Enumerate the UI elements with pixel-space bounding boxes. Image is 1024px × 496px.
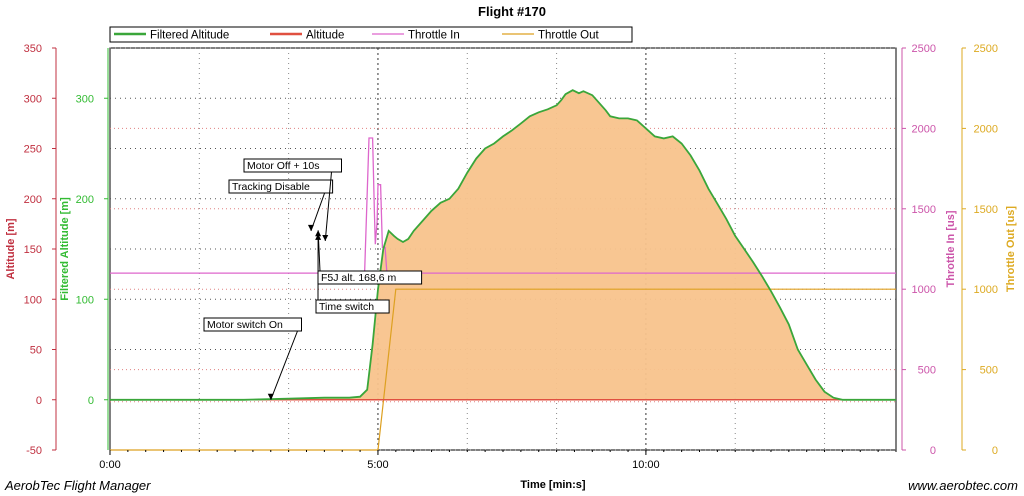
annotation-arrow bbox=[310, 192, 326, 232]
filtered-altitude-axis-title: Filtered Altitude [m] bbox=[59, 197, 71, 301]
x-tick-label: 10:00 bbox=[632, 459, 660, 471]
legend-entry: Filtered Altitude bbox=[150, 30, 229, 42]
throttle-in-tick-label: 2500 bbox=[912, 43, 936, 55]
annotation-box bbox=[203, 317, 302, 332]
annotation-arrowhead bbox=[315, 230, 322, 237]
annotation-arrowhead bbox=[267, 393, 274, 400]
filtered-altitude-tick-label: 200 bbox=[76, 194, 94, 206]
throttle-in-tick-label: 1500 bbox=[912, 204, 936, 216]
footer-app-name: AerobTec Flight Manager bbox=[5, 478, 151, 493]
altitude-tick-label: 200 bbox=[24, 194, 42, 206]
legend-entry: Altitude bbox=[306, 30, 344, 42]
annotation-box bbox=[243, 158, 342, 173]
throttle-in-tick-label: 0 bbox=[930, 445, 936, 457]
throttle-out-tick-label: 1500 bbox=[974, 204, 998, 216]
annotation-box bbox=[228, 179, 334, 194]
annotation-label: Time switch bbox=[319, 301, 374, 313]
annotation-label: Motor Off + 10s bbox=[247, 160, 319, 172]
throttle-in-tick-label: 2000 bbox=[912, 123, 936, 135]
annotation-arrowhead bbox=[322, 234, 329, 241]
altitude-tick-label: 100 bbox=[24, 294, 42, 306]
throttle-out-line bbox=[110, 288, 896, 451]
x-axis-title: Time [min:s] bbox=[520, 479, 586, 491]
altitude-tick-label: 150 bbox=[24, 244, 42, 256]
throttle-in-tick-label: 500 bbox=[918, 365, 936, 377]
altitude-tick-label: 50 bbox=[30, 345, 42, 357]
annotations: Motor switch On Time switch F5J alt. 168,6… bbox=[203, 158, 423, 400]
chart-title: Flight #170 bbox=[478, 4, 546, 19]
annotation-arrow bbox=[270, 330, 298, 400]
altitude-tick-label: 300 bbox=[24, 93, 42, 105]
annotation-label: Tracking Disable bbox=[232, 181, 310, 193]
annotation-box bbox=[315, 299, 390, 314]
annotation-arrow bbox=[324, 171, 332, 242]
filtered-altitude-fill bbox=[110, 90, 896, 400]
filtered-altitude-line bbox=[110, 89, 896, 401]
filtered-altitude-tick-label: 100 bbox=[76, 294, 94, 306]
altitude-tick-label: 350 bbox=[24, 43, 42, 55]
altitude-tick-label: 250 bbox=[24, 144, 42, 156]
annotation-label: F5J alt. 168,6 m bbox=[321, 272, 397, 284]
altitude-tick-label: 0 bbox=[36, 395, 42, 407]
legend: Filtered Altitude Altitude Throttle In Thro… bbox=[109, 26, 633, 43]
legend-entry: Throttle Out bbox=[538, 30, 600, 42]
annotation-box bbox=[317, 270, 423, 285]
legend-box bbox=[109, 26, 633, 43]
annotation-label: Motor switch On bbox=[207, 319, 283, 331]
x-tick-label: 0:00 bbox=[99, 459, 120, 471]
throttle-out-tick-label: 2500 bbox=[974, 43, 998, 55]
throttle-out-tick-label: 1000 bbox=[974, 284, 998, 296]
altitude-axis-title: Altitude [m] bbox=[5, 218, 17, 279]
altitude-tick-label: -50 bbox=[26, 445, 42, 457]
throttle-out-tick-label: 500 bbox=[980, 365, 998, 377]
throttle-in-axis-title: Throttle In [us] bbox=[945, 210, 957, 287]
annotation-arrowhead bbox=[307, 224, 314, 231]
footer-website[interactable]: www.aerobtec.com bbox=[908, 478, 1018, 493]
throttle-out-tick-label: 2000 bbox=[974, 123, 998, 135]
x-tick-label: 5:00 bbox=[367, 459, 388, 471]
throttle-in-tick-label: 1000 bbox=[912, 284, 936, 296]
throttle-out-tick-label: 0 bbox=[992, 445, 998, 457]
filtered-altitude-tick-label: 0 bbox=[88, 395, 94, 407]
throttle-out-axis-title: Throttle Out [us] bbox=[1005, 206, 1017, 292]
legend-entry: Throttle In bbox=[408, 30, 460, 42]
filtered-altitude-tick-label: 300 bbox=[76, 93, 94, 105]
annotation-arrow bbox=[317, 230, 321, 272]
filtered-altitude-area bbox=[110, 90, 896, 400]
